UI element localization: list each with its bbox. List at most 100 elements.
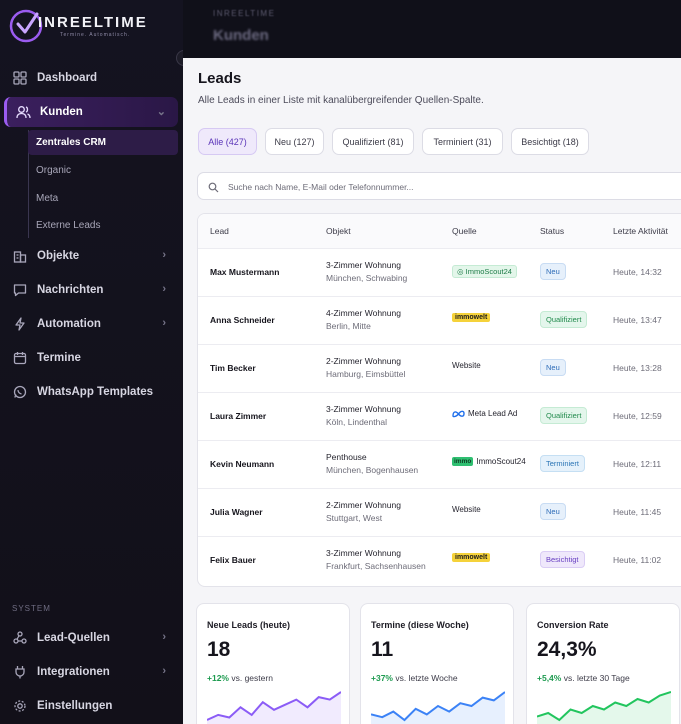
last-activity: Heute, 14:32 bbox=[613, 267, 662, 277]
source-cell: immowelt bbox=[452, 313, 491, 322]
column-header-status[interactable]: Status bbox=[540, 226, 565, 236]
chevron-right-icon: › bbox=[162, 283, 166, 295]
column-header-quelle[interactable]: Quelle bbox=[452, 226, 477, 236]
sidebar-item-automation[interactable]: Automation › bbox=[4, 309, 178, 339]
tab-neu[interactable]: Neu (127) bbox=[265, 128, 324, 155]
object-title: 3-Zimmer Wohnung bbox=[326, 548, 401, 558]
table-row[interactable]: Kevin Neumann Penthouse München, Bogenha… bbox=[198, 440, 681, 489]
tab-terminiert[interactable]: Terminiert (31) bbox=[422, 128, 503, 155]
source-label: Website bbox=[452, 361, 481, 370]
lead-name: Kevin Neumann bbox=[210, 459, 275, 469]
source-badge-immo: immo bbox=[452, 457, 474, 466]
status-badge: Qualifiziert bbox=[540, 311, 588, 328]
sidebar-item-label: Einstellungen bbox=[37, 700, 113, 712]
stat-value: 18 bbox=[207, 638, 231, 661]
tab-qualifiziert[interactable]: Qualifiziert (81) bbox=[332, 128, 414, 155]
sidebar-item-label: Kunden bbox=[40, 106, 83, 118]
sidebar-item-label: Dashboard bbox=[37, 72, 98, 84]
topbar-title: Kunden bbox=[213, 27, 269, 44]
sparkline-line bbox=[207, 691, 341, 721]
stat-delta: +12% vs. gestern bbox=[207, 673, 273, 683]
sidebar-item-kunden[interactable]: Kunden ⌄ bbox=[4, 97, 178, 127]
tab-besichtigt[interactable]: Besichtigt (18) bbox=[511, 128, 589, 155]
column-header-letzte-aktivitaet[interactable]: Letzte Aktivität bbox=[613, 226, 668, 236]
breadcrumb: INREELTIME bbox=[213, 9, 276, 18]
subnav-item-organic[interactable]: Organic bbox=[28, 158, 178, 183]
leads-table: Lead Objekt Quelle Status Letzte Aktivit… bbox=[197, 213, 681, 587]
source-cell: ◎ ImmoScout24 bbox=[452, 265, 517, 278]
stat-card-new-leads[interactable]: Neue Leads (heute) 18 +12% vs. gestern bbox=[196, 603, 350, 724]
source-badge-immoscout: ◎ ImmoScout24 bbox=[452, 265, 517, 278]
main-content: Leads Alle Leads in einer Liste mit kana… bbox=[183, 58, 681, 724]
stat-label: Neue Leads (heute) bbox=[207, 620, 291, 630]
table-row[interactable]: Tim Becker 2-Zimmer Wohnung Hamburg, Eim… bbox=[198, 344, 681, 393]
source-cell: immowelt bbox=[452, 553, 491, 562]
sidebar-item-objekte[interactable]: Objekte › bbox=[4, 241, 178, 271]
chevron-right-icon: › bbox=[162, 631, 166, 643]
sidebar-item-label: Termine bbox=[37, 352, 81, 364]
sparkline-area bbox=[371, 692, 505, 724]
building-icon bbox=[12, 248, 28, 264]
object-title: 4-Zimmer Wohnung bbox=[326, 308, 401, 318]
stat-delta-text: vs. gestern bbox=[231, 673, 273, 683]
table-row[interactable]: Max Mustermann 3-Zimmer Wohnung München,… bbox=[198, 248, 681, 297]
column-header-lead[interactable]: Lead bbox=[210, 226, 229, 236]
subnav-line bbox=[28, 130, 29, 238]
share-icon bbox=[12, 630, 28, 646]
object-title: 3-Zimmer Wohnung bbox=[326, 404, 401, 414]
stat-delta-text: vs. letzte 30 Tage bbox=[563, 673, 630, 683]
table-row[interactable]: Julia Wagner 2-Zimmer Wohnung Stuttgart,… bbox=[198, 488, 681, 537]
sidebar-item-whatsapp-templates[interactable]: WhatsApp Templates bbox=[4, 377, 178, 407]
source-cell: Website bbox=[452, 505, 481, 514]
subnav-item-externe-leads[interactable]: Externe Leads bbox=[28, 213, 178, 238]
status-badge: Neu bbox=[540, 263, 566, 280]
stat-card-appointments[interactable]: Termine (diese Woche) 11 +37% vs. letzte… bbox=[360, 603, 514, 724]
object-title: Penthouse bbox=[326, 452, 367, 462]
lead-name: Julia Wagner bbox=[210, 507, 263, 517]
page-subtitle: Alle Leads in einer Liste mit kanalüberg… bbox=[198, 95, 484, 106]
subnav-label: Externe Leads bbox=[36, 220, 101, 231]
tab-alle[interactable]: Alle (427) bbox=[198, 128, 257, 155]
sidebar-item-lead-quellen[interactable]: Lead-Quellen › bbox=[4, 623, 178, 653]
sidebar-item-dashboard[interactable]: Dashboard bbox=[4, 63, 178, 93]
plug-icon bbox=[12, 664, 28, 680]
logo-subtitle: Termine. Automatisch. bbox=[60, 32, 131, 38]
subnav-item-meta[interactable]: Meta bbox=[28, 186, 178, 211]
immoscout-icon: ◎ bbox=[457, 267, 464, 276]
lead-name: Tim Becker bbox=[210, 363, 256, 373]
stat-delta-value: +5,4% bbox=[537, 673, 562, 683]
object-location: Frankfurt, Sachsenhausen bbox=[326, 561, 426, 571]
object-location: Köln, Lindenthal bbox=[326, 417, 387, 427]
table-row[interactable]: Laura Zimmer 3-Zimmer Wohnung Köln, Lind… bbox=[198, 392, 681, 441]
sparkline bbox=[371, 691, 505, 724]
sidebar-item-einstellungen[interactable]: Einstellungen bbox=[4, 691, 178, 721]
section-label-system: SYSTEM bbox=[12, 604, 51, 613]
topbar: INREELTIME Kunden bbox=[183, 0, 681, 58]
chevron-right-icon: › bbox=[162, 317, 166, 329]
lead-name: Max Mustermann bbox=[210, 267, 280, 277]
sidebar-item-integrationen[interactable]: Integrationen › bbox=[4, 657, 178, 687]
column-header-objekt[interactable]: Objekt bbox=[326, 226, 351, 236]
chevron-right-icon: › bbox=[162, 249, 166, 261]
source-cell: Website bbox=[452, 361, 481, 370]
source-label: Website bbox=[452, 505, 481, 514]
source-label: ImmoScout24 bbox=[465, 267, 512, 276]
search-bar[interactable] bbox=[197, 172, 681, 200]
sidebar-item-termine[interactable]: Termine bbox=[4, 343, 178, 373]
subnav-item-zentrales-crm[interactable]: Zentrales CRM bbox=[28, 130, 178, 155]
subnav-label: Meta bbox=[36, 193, 59, 204]
logo[interactable]: INREELTIME Termine. Automatisch. bbox=[8, 6, 178, 46]
table-row[interactable]: Anna Schneider 4-Zimmer Wohnung Berlin, … bbox=[198, 296, 681, 345]
page-title: Leads bbox=[198, 70, 242, 87]
last-activity: Heute, 12:11 bbox=[613, 459, 662, 469]
source-cell: immo ImmoScout24 bbox=[452, 457, 526, 466]
object-location: Berlin, Mitte bbox=[326, 321, 371, 331]
lead-name: Felix Bauer bbox=[210, 555, 256, 565]
lead-name: Anna Schneider bbox=[210, 315, 275, 325]
sidebar-item-nachrichten[interactable]: Nachrichten › bbox=[4, 275, 178, 305]
stat-card-conversion-rate[interactable]: Conversion Rate 24,3% +5,4% vs. letzte 3… bbox=[526, 603, 680, 724]
search-input[interactable] bbox=[226, 178, 630, 196]
table-row[interactable]: Felix Bauer 3-Zimmer Wohnung Frankfurt, … bbox=[198, 536, 681, 584]
sparkline-line bbox=[371, 691, 505, 722]
object-location: München, Schwabing bbox=[326, 273, 408, 283]
